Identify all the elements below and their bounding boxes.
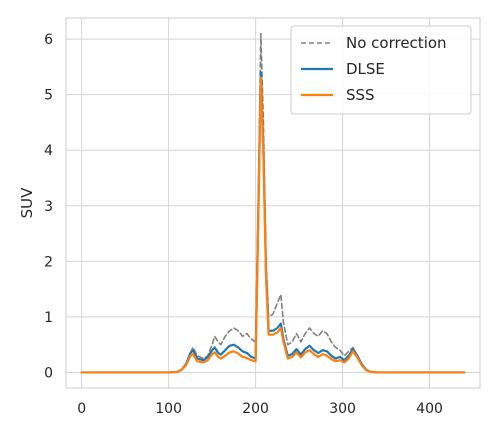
y-tick-label: 3 <box>44 199 53 215</box>
legend: No correction DLSE SSS <box>290 25 472 115</box>
x-tick-label: 400 <box>416 401 443 417</box>
x-tick-label: 0 <box>77 401 86 417</box>
y-tick-label: 1 <box>44 310 53 326</box>
plot-border <box>65 17 481 389</box>
legend-label: SSS <box>346 86 375 104</box>
y-axis-label: SUV <box>18 187 36 219</box>
y-tick-label: 2 <box>44 254 53 270</box>
x-axis-ticks: 0 100 200 300 400 <box>77 401 443 417</box>
series-line-sss <box>80 76 466 374</box>
y-tick-label: 4 <box>44 143 53 159</box>
legend-label: DLSE <box>346 60 385 78</box>
x-tick-label: 300 <box>329 401 356 417</box>
y-tick-label: 6 <box>44 32 53 48</box>
x-tick-label: 100 <box>155 401 182 417</box>
y-tick-label: 5 <box>44 88 53 104</box>
series-layer <box>80 32 466 374</box>
legend-label: No correction <box>346 34 447 52</box>
y-axis-ticks: 0 1 2 3 4 5 6 <box>44 32 53 381</box>
y-tick-label: 0 <box>44 365 53 381</box>
legend-box <box>290 25 472 115</box>
x-tick-label: 200 <box>242 401 269 417</box>
